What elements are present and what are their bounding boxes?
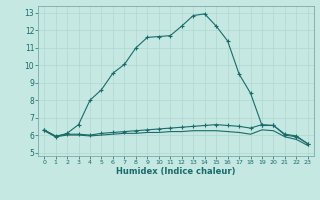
X-axis label: Humidex (Indice chaleur): Humidex (Indice chaleur) xyxy=(116,167,236,176)
